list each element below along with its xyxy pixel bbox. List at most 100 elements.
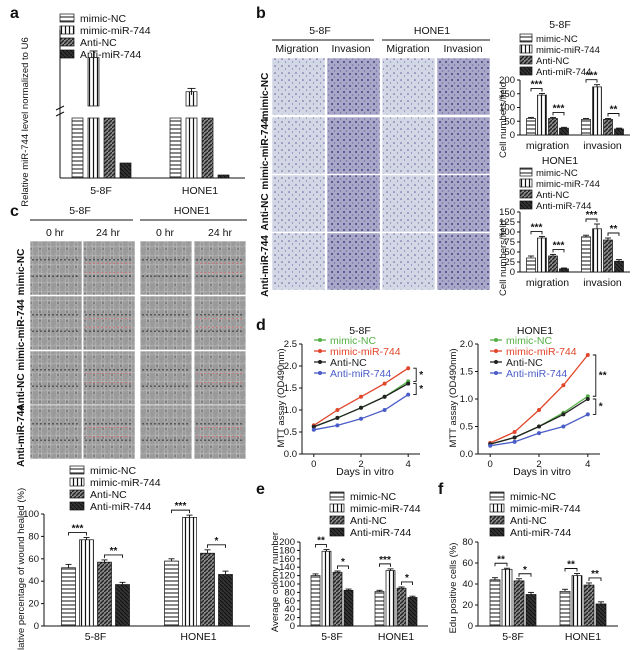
legend-label: mimic-NC (90, 465, 136, 477)
category-label: invasion (583, 140, 622, 152)
legend-b2: mimic-NC mimic-miR-744 Anti-NC Anti-miR-… (519, 167, 600, 212)
legend-marker (318, 371, 322, 375)
col-label: Invasion (443, 43, 482, 55)
y-tick-label: 50 (504, 247, 515, 258)
legend-marker (494, 338, 498, 342)
legend-a: mimic-NC mimic-miR-744 Anti-NC Anti-miR-… (59, 13, 151, 61)
legend-marker (318, 338, 322, 342)
micrograph-tile (326, 174, 381, 233)
bar (61, 567, 76, 627)
significance-label: * (419, 370, 423, 381)
micrograph-tile (381, 174, 436, 233)
row-label: mimic-NC (16, 249, 27, 296)
bar (537, 237, 547, 273)
bar (71, 117, 84, 179)
data-point (512, 439, 517, 444)
y-tick-label: 60 (462, 558, 473, 569)
bar (614, 260, 624, 273)
micrograph-tile (436, 232, 491, 291)
significance-bracket (401, 581, 413, 585)
y-tick-label: 125 (499, 217, 515, 228)
micrograph-tile (326, 116, 381, 175)
data-point (406, 366, 411, 371)
category-label: 5-8F (502, 631, 524, 643)
significance-label: * (405, 573, 409, 584)
bar (489, 579, 501, 627)
data-point (512, 435, 517, 440)
bar (571, 575, 583, 627)
bar (581, 118, 591, 136)
panel-b-charts: 5-8F mimic-NC mimic-miR-744 Anti-NC Anti… (498, 19, 630, 296)
legend-marker (494, 349, 498, 353)
bar (407, 597, 418, 627)
y-tick-label: 140 (279, 562, 295, 573)
significance-bracket (518, 573, 532, 577)
group-label: HONE1 (174, 205, 210, 217)
bar (526, 257, 536, 273)
bar (592, 86, 602, 136)
data-point (585, 412, 590, 417)
data-point (359, 394, 363, 399)
bar (200, 552, 215, 627)
y-tick-label: 2.0 (460, 339, 473, 350)
bar (537, 94, 547, 136)
row-label: Anti-miR-744 (260, 235, 271, 297)
significance-bracket (413, 383, 417, 396)
bar (396, 587, 407, 627)
category-label: invasion (583, 277, 622, 289)
micrograph-tile (139, 240, 193, 296)
significance-label: *** (175, 501, 187, 512)
y-tick-label: 80 (462, 537, 473, 548)
x-tick-label: 4 (406, 459, 411, 470)
legend-label: Anti-NC (80, 37, 117, 49)
legend-label: mimic-miR-744 (90, 477, 161, 489)
legend-e: mimic-NC mimic-miR-744 Anti-NC Anti-miR-… (329, 491, 421, 539)
panel-d: 5-8F HONE1 MTT assay (OD490nm) MTT assay… (276, 325, 607, 478)
significance-label: * (419, 384, 423, 395)
legend-swatch (59, 49, 75, 59)
legend-label: Anti-miR-744 (536, 67, 591, 78)
legend-b1: mimic-NC mimic-miR-744 Anti-NC Anti-miR-… (519, 33, 600, 78)
significance-label: ** (599, 371, 607, 382)
data-point (335, 423, 340, 428)
legend-label: mimic-NC (350, 491, 396, 503)
bar (581, 236, 591, 273)
bar (559, 590, 571, 627)
legend-label: Anti-miR-744 (330, 368, 391, 380)
row-label: Anti-NC (260, 193, 271, 230)
y-tick-label: 60 (28, 554, 39, 565)
y-tick-label: 150 (499, 207, 515, 218)
significance-bracket (585, 79, 598, 83)
panel-f: mimic-NC mimic-miR-744 Anti-NC Anti-miR-… (448, 491, 618, 643)
legend-label: Anti-NC (536, 56, 569, 67)
micrograph-tile (193, 295, 247, 351)
data-point (537, 408, 541, 412)
category-label: 5-8F (85, 631, 107, 643)
col-label: 0 hr (46, 227, 65, 239)
y-tick-label: 0.5 (284, 427, 297, 438)
significance-label: *** (531, 79, 543, 90)
data-point (406, 381, 411, 386)
chart-title-b2: HONE1 (542, 155, 578, 167)
micrograph-tile (139, 350, 193, 406)
panel-label-b: b (256, 5, 266, 22)
y-tick-label: 80 (28, 531, 39, 542)
col-label: 0 hr (156, 227, 175, 239)
significance-label: ** (567, 560, 575, 571)
data-point (382, 394, 387, 399)
y-tick-label: 1.0 (284, 405, 297, 416)
y-tick-label: 25 (504, 257, 515, 268)
significance-bracket (552, 111, 565, 116)
category-label: migration (526, 277, 569, 289)
row-label: mimic-miR-744 (260, 118, 271, 190)
data-point (512, 430, 517, 434)
col-label: Migration (386, 43, 429, 55)
ylabel-a: Relative miR-744 level normalized to U6 (20, 37, 31, 207)
micrograph-tile (271, 57, 326, 116)
micrograph-grid-b (271, 57, 491, 291)
x-tick-label: 2 (358, 459, 363, 470)
significance-label: *** (379, 555, 391, 566)
